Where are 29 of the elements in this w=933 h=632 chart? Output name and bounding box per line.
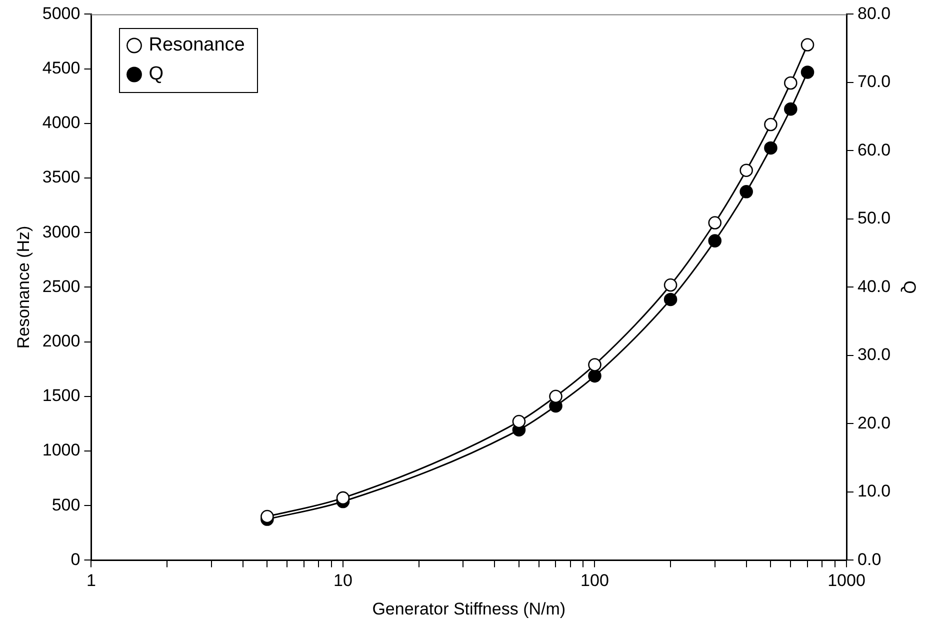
y2-tick-label: 80.0 [858,4,891,23]
x-tick-label: 1000 [828,571,866,590]
x-tick-label: 1 [86,571,96,590]
y2-tick-label: 60.0 [858,140,891,160]
x-axis-title: Generator Stiffness (N/m) [372,599,566,618]
y-tick-label: 2000 [42,331,80,350]
y2-tick-label: 50.0 [858,208,891,228]
y-tick-label: 2500 [42,276,80,296]
y2-tick-label: 70.0 [858,72,891,92]
y2-tick-label: 0.0 [858,550,882,569]
y-tick-label: 1500 [42,386,80,406]
y-tick-label: 4000 [42,113,80,132]
y-tick-label: 3000 [42,222,80,242]
y2-axis-title: Q [900,280,920,294]
y-tick-label: 0 [70,550,80,569]
y2-tick-label: 30.0 [858,345,891,364]
x-tick-label: 10 [334,571,352,590]
y-tick-label: 3500 [42,168,80,187]
y-tick-label: 4500 [42,58,80,78]
y2-tick-label: 40.0 [858,276,891,296]
y2-tick-label: 10.0 [858,482,891,501]
legend-label: Q [148,64,164,85]
x-tick-label: 100 [580,571,609,590]
y-tick-label: 1000 [42,440,80,460]
y-tick-label: 500 [52,495,80,514]
legend-label: Resonance [148,34,245,56]
y2-tick-label: 20.0 [858,413,891,432]
y-axis-title: Resonance (Hz) [14,226,33,349]
y-tick-label: 5000 [42,4,80,23]
